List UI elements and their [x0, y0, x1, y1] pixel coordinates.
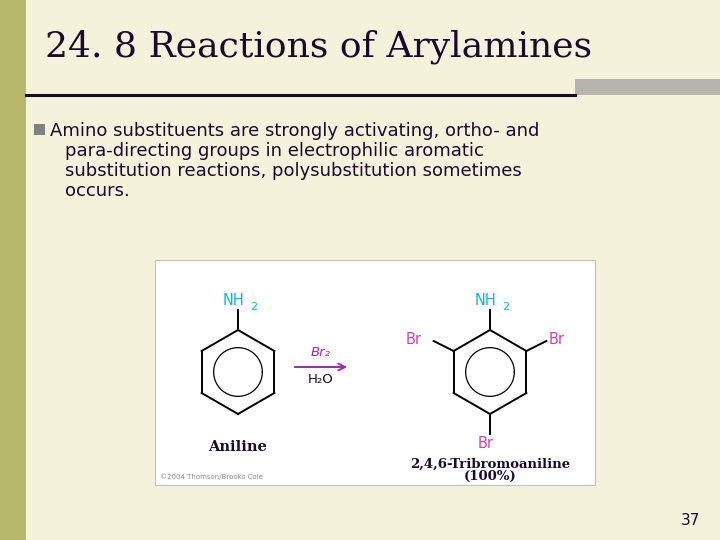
Bar [0, 0, 26, 540]
Text: 2,4,6-Tribromoaniline: 2,4,6-Tribromoaniline [410, 458, 570, 471]
Text: Aniline: Aniline [209, 440, 267, 454]
Text: 24. 8 Reactions of Arylamines: 24. 8 Reactions of Arylamines [45, 30, 592, 64]
Text: NH: NH [475, 293, 497, 308]
Text: Br₂: Br₂ [311, 346, 331, 359]
Bar [575, 79, 720, 95]
Bar [34, 124, 45, 135]
Text: ©2004 Thomson/Brooks Cole: ©2004 Thomson/Brooks Cole [160, 474, 263, 480]
Text: occurs.: occurs. [65, 182, 130, 200]
Text: H₂O: H₂O [308, 373, 334, 386]
Bar [155, 260, 595, 485]
Text: para-directing groups in electrophilic aromatic: para-directing groups in electrophilic a… [65, 142, 484, 160]
Text: 37: 37 [680, 513, 700, 528]
Text: Amino substituents are strongly activating, ortho- and: Amino substituents are strongly activati… [50, 122, 539, 140]
Text: 2: 2 [250, 302, 257, 312]
Text: (100%): (100%) [464, 470, 516, 483]
Text: Br: Br [478, 436, 494, 451]
Text: substitution reactions, polysubstitution sometimes: substitution reactions, polysubstitution… [65, 162, 522, 180]
Text: 2: 2 [502, 302, 509, 312]
Text: Br: Br [405, 332, 422, 347]
Text: Br: Br [549, 332, 564, 347]
Text: NH: NH [223, 293, 245, 308]
